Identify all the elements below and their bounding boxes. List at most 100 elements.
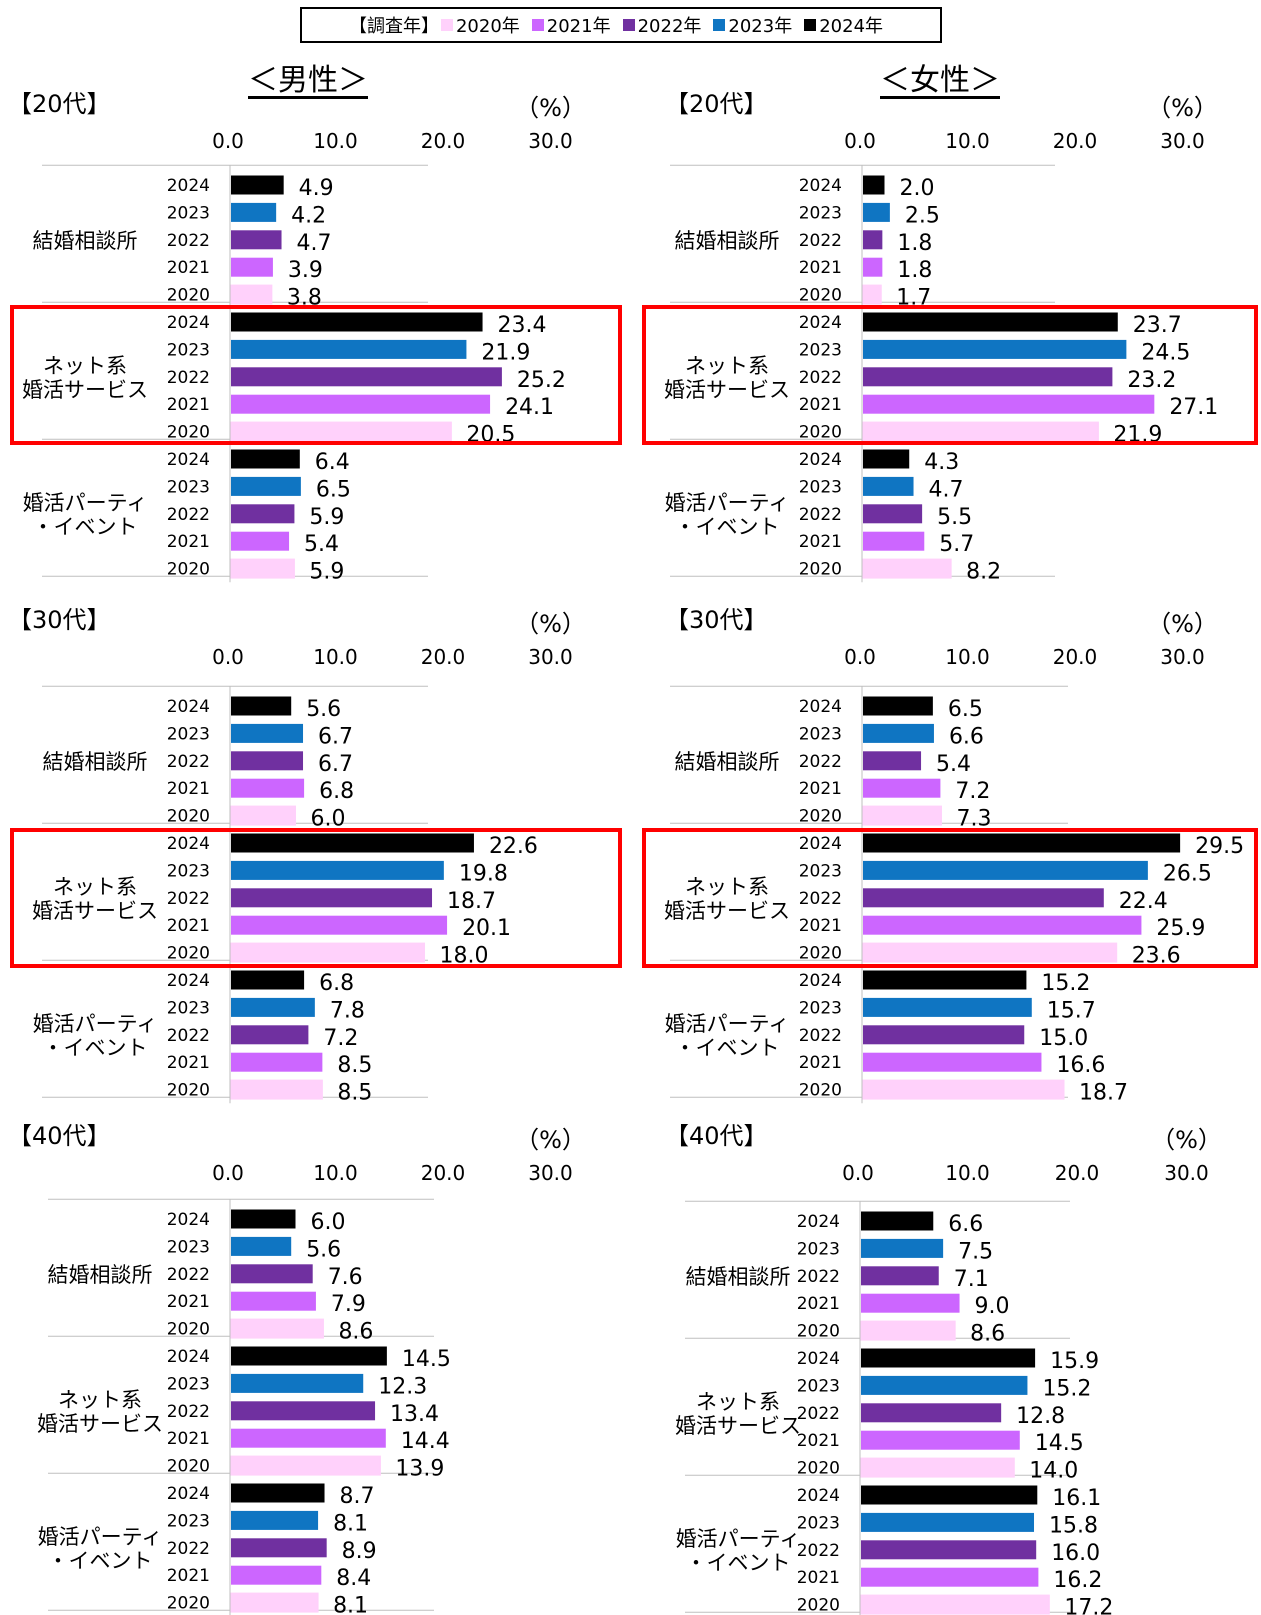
year-label: 2024	[167, 313, 210, 333]
panel-age-title: 【20代】	[665, 90, 768, 118]
year-label: 2023	[799, 998, 842, 1018]
data-label: 29.5	[1195, 834, 1244, 859]
unit-label: （%）	[515, 1126, 586, 1154]
bar	[863, 175, 885, 195]
year-label: 2023	[799, 340, 842, 360]
year-label: 2020	[799, 286, 842, 306]
data-label: 19.8	[459, 861, 508, 886]
year-label: 2022	[797, 1267, 840, 1287]
year-label: 2024	[167, 450, 210, 470]
bar	[863, 915, 1142, 935]
unit-label: （%）	[1151, 1126, 1222, 1154]
bar	[231, 778, 305, 798]
year-label: 2024	[167, 834, 210, 854]
data-label: 6.5	[948, 697, 983, 722]
category-label: ネット系	[696, 1390, 780, 1414]
bar	[862, 558, 952, 579]
bar	[231, 723, 304, 743]
data-label: 6.0	[311, 807, 346, 832]
data-label: 22.6	[489, 834, 538, 859]
bar	[231, 833, 474, 853]
year-label: 2021	[799, 1053, 842, 1073]
bar	[231, 860, 444, 880]
bar	[861, 1375, 1028, 1395]
panel-age-title: 【30代】	[8, 606, 111, 634]
year-label: 2023	[799, 861, 842, 881]
year-label: 2022	[167, 231, 210, 251]
year-label: 2024	[167, 697, 210, 717]
data-label: 7.3	[956, 807, 991, 832]
category-label: 結婚相談所	[675, 750, 780, 774]
year-label: 2023	[167, 203, 210, 223]
year-label: 2020	[799, 944, 842, 964]
bar	[861, 1293, 960, 1313]
unit-label: （%）	[515, 94, 586, 122]
year-label: 2021	[167, 532, 210, 552]
tick-label: 0.0	[842, 1161, 874, 1185]
category-label: 婚活サービス	[664, 899, 790, 923]
bar	[231, 1538, 327, 1558]
category-label: 婚活パーティ	[33, 1012, 158, 1036]
data-label: 15.2	[1041, 971, 1090, 996]
bar	[863, 970, 1027, 990]
year-label: 2023	[167, 340, 210, 360]
year-label: 2021	[167, 1429, 210, 1449]
category-label: 婚活サービス	[32, 899, 158, 923]
bar	[231, 175, 284, 195]
year-label: 2024	[799, 176, 842, 196]
data-label: 5.7	[939, 532, 974, 557]
data-label: 8.2	[966, 560, 1001, 585]
year-label: 2021	[167, 1566, 210, 1586]
year-label: 2022	[167, 368, 210, 388]
category-label: 婚活パーティ	[676, 1527, 801, 1551]
category-label: 婚活サービス	[675, 1414, 801, 1438]
panel-age-title: 【20代】	[8, 90, 111, 118]
data-label: 25.9	[1156, 916, 1205, 941]
bar	[863, 1052, 1042, 1072]
data-label: 12.3	[378, 1374, 427, 1399]
data-label: 7.5	[958, 1239, 993, 1264]
bar	[862, 284, 882, 305]
data-label: 14.5	[402, 1347, 451, 1372]
bar	[863, 394, 1155, 414]
bar	[231, 997, 315, 1017]
bar	[863, 696, 933, 716]
data-label: 16.1	[1052, 1486, 1101, 1511]
legend: 【調査年】 2020年 2021年 2022年 2023年 2024年	[300, 7, 942, 43]
data-label: 4.2	[291, 203, 326, 228]
bar	[862, 805, 942, 826]
data-label: 5.9	[309, 560, 344, 585]
bar	[861, 1348, 1036, 1368]
bar	[230, 1318, 324, 1339]
year-label: 2021	[167, 1053, 210, 1073]
tick-label: 20.0	[1053, 645, 1098, 669]
category-label: 婚活パーティ	[665, 491, 790, 515]
category-label: 結婚相談所	[686, 1265, 791, 1289]
unit-label: （%）	[1147, 610, 1218, 638]
year-label: 2024	[167, 1347, 210, 1367]
data-label: 1.8	[897, 231, 932, 256]
bar	[861, 1211, 934, 1231]
data-label: 5.4	[304, 532, 339, 557]
year-label: 2020	[797, 1596, 840, 1615]
year-label: 2020	[167, 560, 210, 580]
year-label: 2022	[799, 505, 842, 525]
highlight-box	[642, 828, 1258, 968]
bar	[231, 1401, 376, 1421]
year-label: 2022	[167, 889, 210, 909]
bar	[863, 230, 883, 250]
legend-label: 2022年	[637, 16, 702, 37]
bar	[231, 1025, 309, 1045]
year-label: 2023	[167, 1237, 210, 1257]
category-label: 婚活サービス	[664, 378, 790, 402]
bar	[231, 1209, 296, 1229]
bar	[861, 1540, 1037, 1560]
category-label: ネット系	[43, 354, 127, 378]
bar	[863, 476, 914, 496]
bar	[863, 1025, 1025, 1045]
bar	[231, 504, 295, 524]
highlight-box	[642, 305, 1258, 445]
year-label: 2023	[797, 1513, 840, 1533]
category-label: ・イベント	[33, 515, 138, 539]
